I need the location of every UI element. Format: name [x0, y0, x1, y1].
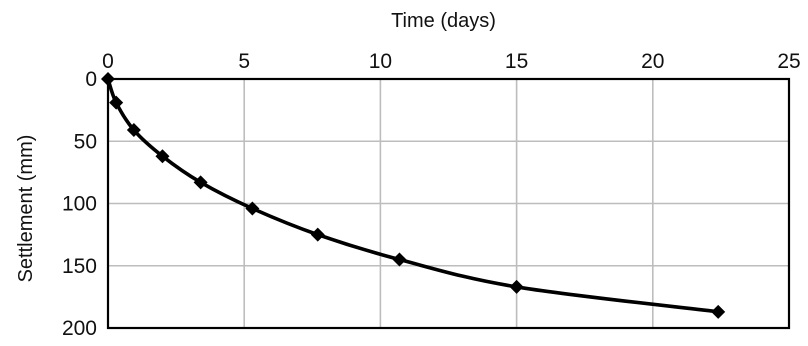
data-point-marker	[155, 149, 170, 164]
y-tick-label: 200	[62, 317, 97, 340]
x-tick-label: 15	[505, 50, 528, 73]
x-axis-ticks: 0 5 10 15 20 25	[102, 50, 801, 73]
y-tick-label: 50	[74, 130, 97, 153]
grid	[107, 78, 790, 329]
x-tick-label: 20	[641, 50, 664, 73]
x-tick-label: 0	[102, 50, 114, 73]
data-markers	[101, 72, 726, 319]
data-point-marker	[392, 252, 407, 267]
y-axis-title: Settlement (mm)	[15, 135, 37, 283]
y-axis-ticks: 0 50 100 150 200	[62, 68, 97, 340]
plot-frame	[106, 77, 791, 330]
y-tick-label: 150	[62, 255, 97, 278]
data-point-marker	[101, 72, 115, 86]
settlement-curve	[106, 77, 720, 314]
y-tick-label: 0	[85, 68, 97, 91]
data-point-marker	[711, 304, 726, 319]
y-tick-label: 100	[62, 193, 97, 216]
data-point-marker	[245, 201, 260, 216]
data-point-marker	[310, 227, 325, 242]
x-tick-label: 25	[777, 50, 800, 73]
x-tick-label: 10	[369, 50, 392, 73]
data-point-marker	[126, 123, 141, 138]
data-point-marker	[509, 279, 524, 294]
x-axis-title: Time (days)	[391, 10, 496, 32]
data-point-marker	[193, 175, 208, 190]
x-tick-label: 5	[238, 50, 250, 73]
data-point-marker	[109, 95, 124, 110]
